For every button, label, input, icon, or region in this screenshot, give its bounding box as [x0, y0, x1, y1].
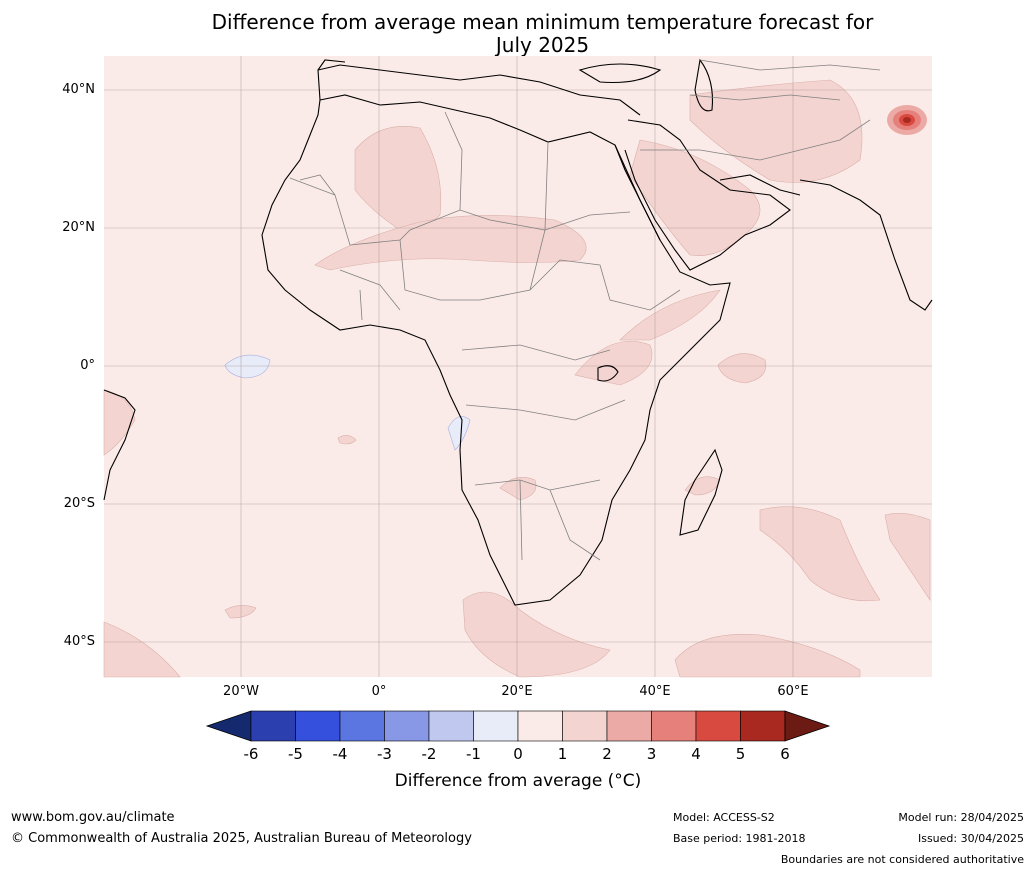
negative-anomalies [224, 354, 471, 451]
colorbar-tick-label: 0 [513, 745, 523, 763]
lat-label-20s: 20°S [63, 496, 95, 511]
model-name: Model: ACCESS-S2 [673, 811, 775, 824]
colorbar-segment [250, 710, 296, 742]
country-borders [289, 59, 881, 561]
patch-southwest [103, 621, 181, 678]
colorbar-tick-label: 2 [602, 745, 612, 763]
iberia [317, 59, 346, 71]
map-title-line2: July 2025 [495, 33, 590, 57]
issued-date: Issued: 30/04/2025 [917, 832, 1024, 845]
colorbar-extend-min [205, 710, 252, 742]
colorbar-tick-label: 4 [691, 745, 701, 763]
lon-label-0: 0° [371, 684, 387, 699]
colorbar-tick-label: -5 [288, 745, 303, 763]
colorbar-tick-label: 1 [557, 745, 568, 763]
patch-angola-coast [447, 416, 471, 451]
africa-coastline [261, 94, 731, 606]
map-title-line1: Difference from average mean minimum tem… [211, 10, 874, 34]
colorbar-segment [695, 710, 741, 742]
patch-arabia [629, 139, 761, 256]
india-coastline [799, 179, 933, 311]
colorbar-tick-label: 5 [735, 745, 746, 763]
patch-south-ocean-east [759, 506, 881, 602]
lon-label-40e: 40°E [639, 684, 671, 699]
patch-horn [619, 289, 721, 341]
patch-gulf-of-guinea [224, 354, 271, 379]
patch-small-atlantic [224, 605, 257, 619]
lon-label-20e: 20°E [501, 684, 533, 699]
colorbar-label: Difference from average (°C) [394, 771, 642, 791]
patch-south-atlantic [462, 591, 611, 678]
colorbar-extend-max [784, 710, 831, 742]
website-link[interactable]: www.bom.gov.au/climate [11, 810, 175, 825]
patch-far-east [884, 513, 931, 601]
colorbar-segment [740, 710, 786, 742]
lat-label-0: 0° [80, 358, 95, 373]
colorbar-segment [606, 710, 652, 742]
patch-iran [689, 79, 863, 183]
madagascar [679, 448, 723, 536]
colorbar [205, 710, 831, 742]
colorbar-segment [339, 710, 385, 742]
patch-sahel [314, 215, 587, 271]
lat-label-40s: 40°S [63, 634, 95, 649]
graticule [104, 56, 932, 677]
colorbar-segment [517, 710, 563, 742]
patch-sahara [354, 126, 442, 232]
colorbar-tick-label: -4 [332, 745, 348, 763]
colorbar-tick-label: -2 [421, 745, 437, 763]
lat-label-20n: 20°N [62, 220, 95, 235]
colorbar-tick-label: 3 [646, 745, 657, 763]
patch-southern-indian [674, 634, 861, 678]
colorbar-tick-label: -3 [377, 745, 392, 763]
patch-indian-ocean-1 [717, 353, 767, 384]
colorbar-tick-label: 6 [780, 745, 790, 763]
colorbar-segment [473, 710, 519, 742]
patch-namibia [499, 477, 537, 501]
brazil-coast [103, 389, 136, 501]
red-sea-west-coast [614, 144, 661, 241]
anomaly-patches [103, 79, 931, 678]
model-run: Model run: 28/04/2025 [898, 811, 1024, 824]
black-sea [578, 63, 662, 84]
caspian [694, 58, 714, 112]
persian-gulf-coast [719, 174, 801, 196]
colorbar-segment [384, 710, 430, 742]
colorbar-segment [428, 710, 474, 742]
lon-label-60e: 60°E [777, 684, 809, 699]
colorbar-tick-label: -1 [466, 745, 481, 763]
lake-victoria [597, 365, 619, 382]
boundary-disclaimer: Boundaries are not considered authoritat… [780, 853, 1024, 866]
patch-small-atlantic-2 [337, 435, 357, 445]
lon-label-20w: 20°W [223, 684, 259, 699]
colorbar-tick-label: -6 [243, 745, 259, 763]
hotspot [887, 105, 927, 135]
base-period: Base period: 1981-2018 [673, 832, 806, 845]
colorbar-segment [562, 710, 608, 742]
mediterranean-north [317, 64, 641, 116]
lat-label-40n: 40°N [62, 82, 95, 97]
colorbar-segment [295, 710, 341, 742]
copyright-text: © Commonwealth of Australia 2025, Austra… [11, 831, 472, 846]
colorbar-segment [651, 710, 697, 742]
